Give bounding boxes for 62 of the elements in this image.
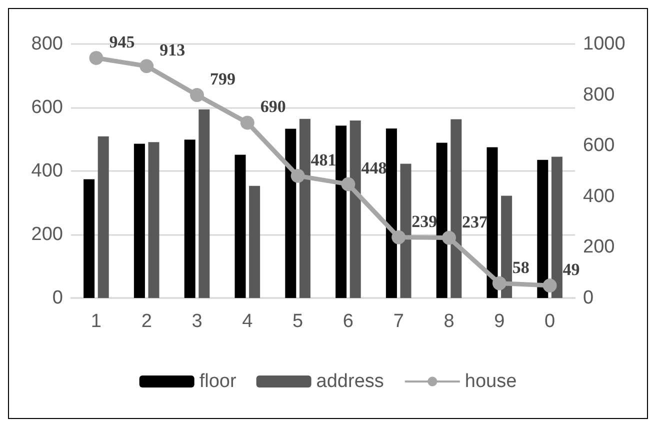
bar [98,136,109,298]
bar [234,154,246,298]
x-tick-label: 0 [544,311,556,332]
y2-tick-label: 0 [583,288,594,308]
x-tick-label: 5 [292,311,304,332]
data-label: 239 [412,212,438,231]
point [442,230,456,245]
x-tick-label: 4 [242,311,254,332]
y2-tick-label: 600 [583,135,615,156]
bar [336,126,347,298]
y2-tick-label: 400 [583,186,615,207]
data-label: 481 [310,150,336,170]
point [240,116,254,130]
data-label: 690 [260,97,286,116]
legend-label: floor [199,371,237,392]
y2-tick-label: 1000 [583,34,626,54]
bar [486,147,498,298]
bar [299,118,310,298]
bar [551,156,562,298]
x-tick-label: 6 [342,311,354,332]
x-tick-label: 2 [141,311,152,332]
point [290,168,305,183]
bar [148,142,160,298]
bar [285,128,296,298]
legend-label: address [316,371,384,392]
y-tick-label: 600 [31,97,63,118]
bar [400,164,412,298]
point [341,177,356,192]
y2-tick-label: 200 [583,236,615,258]
y-tick-label: 400 [31,160,63,182]
data-label: 945 [109,32,135,52]
bar [184,140,196,298]
point [392,230,406,244]
y-tick-label: 800 [31,34,63,54]
data-label: 799 [210,70,236,89]
x-tick-label: 3 [192,311,202,332]
y-tick-label: 200 [31,224,63,245]
data-label: 58 [512,258,530,277]
bar [84,179,95,298]
x-tick-label: 7 [393,311,404,332]
x-tick-label: 8 [444,311,454,332]
point [492,276,506,290]
bar [134,144,145,298]
point [89,50,104,65]
y-tick-label: 0 [52,288,63,308]
data-label: 913 [160,40,186,60]
point [140,59,154,74]
x-tick-label: 1 [90,311,102,332]
y2-tick-label: 800 [583,84,615,106]
bar [501,196,512,298]
bar [436,142,448,298]
point [190,88,204,102]
bar [450,119,462,298]
bar [198,109,210,298]
bar [350,120,361,298]
data-label: 49 [562,260,580,280]
legend-label: house [464,371,517,392]
bar [386,128,397,298]
point [542,278,557,293]
bar [537,160,548,298]
bar [249,186,260,298]
x-tick-label: 9 [494,311,505,332]
